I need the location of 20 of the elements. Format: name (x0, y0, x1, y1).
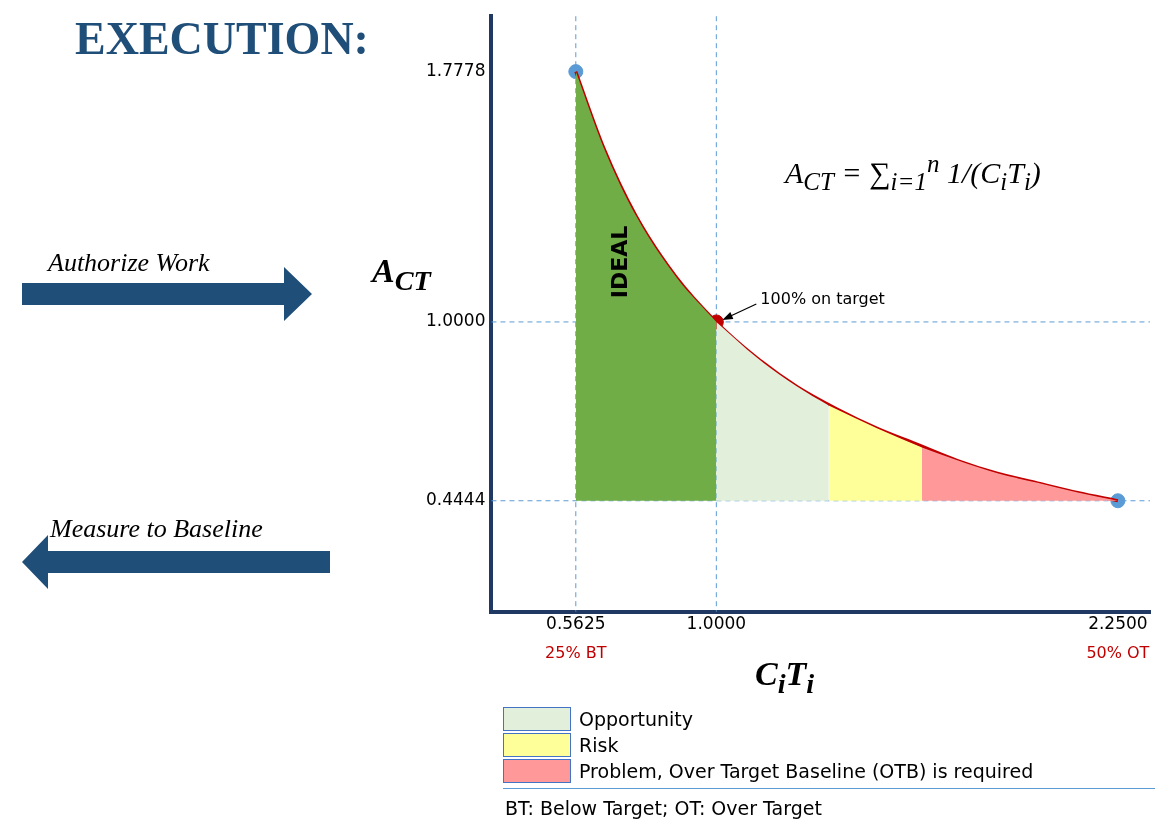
x-tick-label: 1.0000 (686, 613, 747, 634)
y-tick-label: 1.0000 (426, 310, 486, 331)
y-axis-title: A$_{CT}$ (372, 252, 431, 297)
legend-label: Risk (579, 734, 619, 756)
text: BT: Below Target; OT: Over Target (505, 797, 822, 819)
y-tick-label: 1.7778 (426, 60, 486, 81)
legend-label: Problem, Over Target Baseline (OTB) is required (579, 760, 1034, 782)
legend-label: Opportunity (579, 708, 694, 730)
chart-title: EXECUTION: (75, 12, 369, 65)
y-tick-label: 0.4444 (426, 489, 486, 510)
annotation: 100% on target (760, 289, 885, 309)
text: Measure to Baseline (50, 514, 263, 544)
x-axis-title: C$_{i}$T$_{i}$ (755, 655, 815, 700)
annotation: IDEAL (606, 225, 632, 299)
text: Authorize Work (48, 248, 210, 278)
x-tick-label: 0.5625 (546, 613, 606, 634)
text: 25% BT (545, 642, 607, 662)
text: A$_{CT}$ = ∑$_{i=1}$$^{n}$ 1/(C$_{i}$T$_{i}$) (785, 150, 1041, 195)
text: 50% OT (1086, 642, 1150, 662)
x-tick-label: 2.2500 (1088, 613, 1148, 634)
